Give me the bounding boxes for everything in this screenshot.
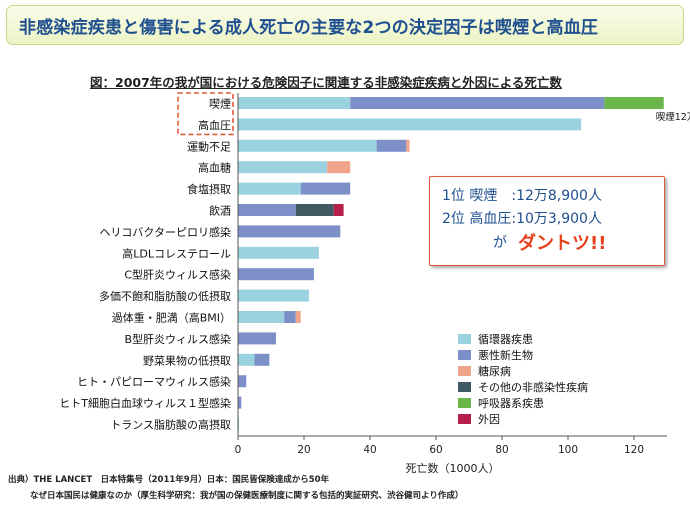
legend-label: 呼吸器系疾患 [478, 396, 544, 410]
callout-line-2: 2位 高血圧:10万3,900人 [442, 211, 602, 227]
highlight-box [177, 92, 234, 136]
bar-segment [604, 97, 664, 109]
callout-line-3-prefix: が [493, 235, 507, 251]
legend-label: 糖尿病 [478, 364, 511, 378]
bar-segment [238, 225, 341, 238]
legend-label: 外因 [478, 413, 500, 426]
category-label: 高血圧 [198, 118, 231, 132]
bar-segment [238, 204, 296, 216]
bar-segment [300, 182, 351, 195]
category-label: 野菜果物の低摂取 [143, 353, 231, 367]
bar-segment [238, 246, 319, 259]
bar-segment [238, 353, 255, 366]
banner-title: 非感染症疾患と傷害による成人死亡の主要な2つの決定因子は喫煙と高血圧 [19, 18, 599, 38]
category-label: ヒトT細胞白血球ウィルス１型感染 [59, 396, 231, 410]
legend-swatch [458, 398, 471, 408]
source-line-1: 出典）THE LANCET 日本特集号（2011年9月）日本：国民皆保険達成から… [8, 475, 330, 485]
chart-title: 図：2007年の我が国における危険因子に関連する非感染症疾病と外因による死亡数 [90, 75, 562, 90]
x-tick-label: 20 [297, 444, 310, 456]
bar-segment [376, 139, 407, 152]
category-label: 食塩摂取 [187, 182, 231, 196]
category-label: ヒト・パピローマウィルス感染 [77, 375, 231, 389]
bar-segment [295, 204, 334, 216]
legend-swatch [458, 382, 471, 392]
title-banner: 非感染症疾患と傷害による成人死亡の主要な2つの決定因子は喫煙と高血圧 [6, 5, 684, 45]
bar-annotation: 喫煙12万9千 [656, 111, 690, 123]
category-label: 飲酒 [209, 204, 231, 218]
legend-swatch [458, 366, 471, 376]
callout-line-1: 1位 喫煙 :12万8,900人 [442, 188, 602, 204]
bar-segment [284, 311, 296, 323]
bar-segment [406, 139, 410, 152]
category-label: 高LDLコレステロール [122, 246, 231, 260]
bar-segment [254, 353, 270, 366]
source-line-2: なぜ日本国民は健康なのか（厚生科学研究：我が国の保健医療制度に関する包括的実証研… [30, 491, 464, 501]
legend-label: 循環器疾患 [478, 332, 533, 346]
bar-segment [238, 139, 377, 152]
category-label: トランス脂肪酸の高摂取 [110, 418, 231, 432]
legend-swatch [458, 334, 471, 344]
bar-segment [327, 161, 351, 174]
category-label: ヘリコバクターピロリ感染 [99, 225, 231, 239]
legend-label: 悪性新生物 [478, 348, 533, 362]
legend-swatch [458, 414, 471, 424]
category-label: 高血糖 [198, 161, 231, 175]
x-tick-label: 100 [558, 444, 578, 456]
x-tick-label: 0 [235, 444, 242, 456]
category-label: C型肝炎ウィルス感染 [124, 268, 231, 282]
x-tick-label: 60 [429, 444, 442, 456]
bar-segment [238, 268, 314, 281]
category-label: B型肝炎ウィルス感染 [124, 332, 231, 346]
bar-segment [238, 311, 285, 323]
category-label: 喫煙 [209, 98, 231, 111]
x-axis-label: 死亡数（1000人） [406, 461, 500, 475]
bar-segment [333, 204, 344, 216]
bar-segment [238, 118, 582, 131]
callout-emphasis: ダントツ!! [518, 233, 607, 254]
x-tick-label: 40 [363, 444, 376, 456]
legend-swatch [458, 350, 471, 360]
bar-segment [238, 396, 242, 409]
legend-label: その他の非感染性疾病 [478, 380, 588, 394]
bar-segment [238, 97, 351, 109]
bar-segment [350, 97, 605, 109]
ranking-callout: 1位 喫煙 :12万8,900人 2位 高血圧:10万3,900人 が ダントツ… [429, 176, 665, 266]
bar-segment [238, 161, 328, 174]
bar-segment [238, 332, 276, 345]
bar-segment [295, 311, 301, 323]
bar-segment [238, 375, 247, 388]
x-tick-label: 80 [495, 444, 508, 456]
category-label: 過体重・肥満（高BMI） [112, 311, 231, 325]
bar-segment [238, 289, 309, 302]
bar-segment [238, 182, 301, 195]
category-label: 多価不飽和脂肪酸の低摂取 [99, 289, 231, 303]
x-tick-label: 120 [624, 444, 644, 456]
category-label: 運動不足 [187, 139, 231, 153]
